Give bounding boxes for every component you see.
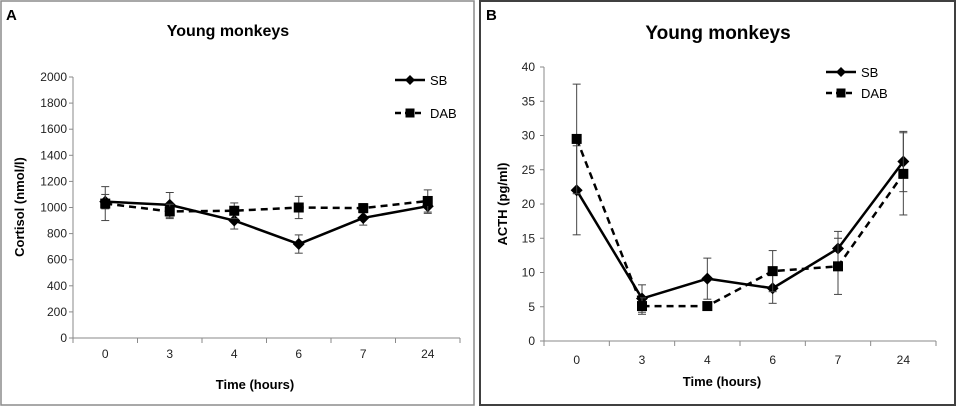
y-tick-label: 25 bbox=[522, 163, 536, 177]
y-tick-label: 800 bbox=[47, 227, 67, 241]
legend-label-sb: SB bbox=[430, 73, 447, 88]
y-tick-label: 1600 bbox=[40, 122, 67, 136]
panel-a-letter: A bbox=[6, 7, 17, 24]
x-tick-label: 24 bbox=[421, 347, 435, 361]
point-dab-3 bbox=[767, 266, 778, 277]
chart-title: Young monkeys bbox=[167, 23, 289, 40]
y-tick-label: 200 bbox=[47, 305, 67, 319]
y-tick-label: 20 bbox=[522, 197, 536, 211]
x-tick-label: 0 bbox=[573, 353, 580, 367]
chart-a: Young monkeys 0 200 400 600 800 1000 1200 1400 16… bbox=[12, 23, 461, 392]
point-dab-2 bbox=[229, 205, 240, 216]
point-dab-2 bbox=[702, 301, 713, 312]
x-tick-label: 6 bbox=[295, 347, 302, 361]
point-sb-2 bbox=[228, 214, 241, 227]
x-tick-label: 7 bbox=[360, 347, 367, 361]
legend-marker-dab bbox=[836, 88, 846, 98]
legend-label-dab: DAB bbox=[861, 86, 888, 101]
chart-title: Young monkeys bbox=[645, 23, 790, 44]
panel-b-letter: B bbox=[486, 7, 497, 24]
point-dab-0 bbox=[571, 133, 582, 144]
point-dab-3 bbox=[293, 202, 304, 213]
point-dab-5 bbox=[898, 168, 909, 179]
x-axis-label: Time (hours) bbox=[683, 374, 762, 389]
legend-marker-sb bbox=[836, 67, 846, 77]
y-tick-label: 0 bbox=[60, 331, 67, 345]
y-tick-label: 1400 bbox=[40, 148, 67, 162]
series-line-sb bbox=[575, 160, 905, 300]
y-tick-label: 35 bbox=[522, 94, 536, 108]
point-dab-5 bbox=[422, 195, 433, 206]
y-axis-label: Cortisol (nmol/l) bbox=[12, 157, 27, 257]
y-tick-label: 0 bbox=[528, 334, 535, 348]
y-tick-label: 10 bbox=[522, 266, 536, 280]
point-dab-4 bbox=[358, 203, 369, 214]
y-tick-label: 30 bbox=[522, 129, 536, 143]
x-axis-label: Time (hours) bbox=[216, 377, 295, 392]
series-line-sb bbox=[105, 200, 428, 246]
point-sb-4 bbox=[357, 211, 370, 224]
x-tick-label: 3 bbox=[639, 353, 646, 367]
y-tick-label: 1200 bbox=[40, 174, 67, 188]
series-line-dab bbox=[105, 199, 428, 213]
y-tick-label: 40 bbox=[522, 60, 536, 74]
x-tick-label: 4 bbox=[704, 353, 711, 367]
chart-b: Young monkeys 0 5 10 15 20 25 30 35 40 0 3 4 6 7 24 Time… bbox=[495, 23, 937, 389]
x-tick-label: 7 bbox=[835, 353, 842, 367]
point-dab-1 bbox=[164, 206, 175, 217]
y-tick-label: 1800 bbox=[40, 96, 67, 110]
point-dab-4 bbox=[833, 261, 843, 272]
y-tick-label: 1000 bbox=[40, 201, 67, 215]
point-sb-2 bbox=[701, 272, 714, 285]
point-dab-0 bbox=[100, 198, 111, 209]
x-tick-label: 4 bbox=[231, 347, 238, 361]
x-tick-label: 6 bbox=[769, 353, 776, 367]
y-tick-label: 2000 bbox=[40, 70, 67, 84]
legend-label-dab: DAB bbox=[430, 106, 457, 121]
y-tick-label: 600 bbox=[47, 253, 67, 267]
x-tick-label: 24 bbox=[897, 353, 911, 367]
y-tick-label: 5 bbox=[528, 300, 535, 314]
legend-marker-dab bbox=[405, 108, 415, 118]
x-tick-label: 3 bbox=[166, 347, 173, 361]
point-sb-3 bbox=[292, 238, 305, 251]
y-tick-label: 400 bbox=[47, 279, 67, 293]
x-tick-label: 0 bbox=[102, 347, 109, 361]
y-axis-label: ACTH (pg/ml) bbox=[495, 162, 510, 245]
series-line-dab bbox=[575, 138, 905, 308]
panel-b-frame bbox=[479, 0, 956, 406]
legend-label-sb: SB bbox=[861, 65, 878, 80]
point-dab-1 bbox=[637, 301, 647, 312]
y-tick-label: 15 bbox=[522, 231, 536, 245]
legend-marker-sb bbox=[405, 75, 415, 85]
